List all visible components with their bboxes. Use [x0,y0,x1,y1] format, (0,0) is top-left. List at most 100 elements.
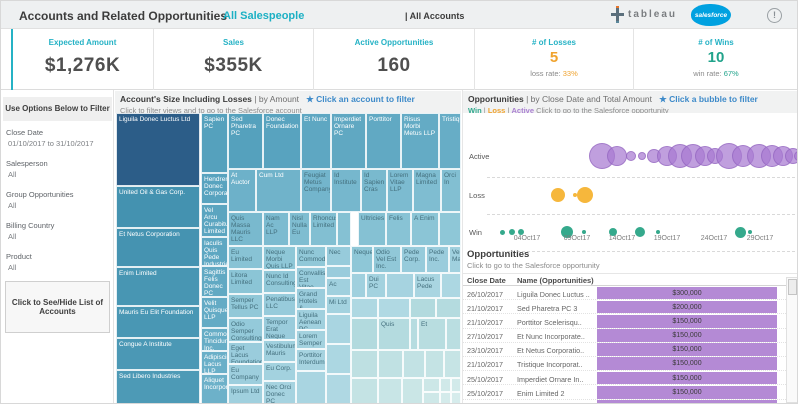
treemap-cell-tempor-erat-neque-llp[interactable]: Tempor Erat Neque LLP [263,316,296,340]
info-icon[interactable]: ! [767,8,782,23]
filter-close-date[interactable]: Close Date 01/10/2017 to 31/10/2017 [6,128,112,148]
treemap-cell-pede-corp-[interactable]: Pede Corp. [401,246,426,273]
active-bubble[interactable] [607,146,627,166]
treemap-cell[interactable] [423,378,440,392]
treemap-cell-vel-arcu-curabitur-limited[interactable]: Vel Arcu Curabitur Limited [201,204,228,237]
table-row[interactable]: 21/10/2017 Tristique Incorporat.. $150,000 [463,357,797,372]
treemap-cell-sed-pharetra-pc[interactable]: Sed Pharetra PC [228,113,263,169]
treemap-cell[interactable] [439,212,461,246]
table-row[interactable]: 21/10/2017 Porttitor Scelerisqu.. $150,000 [463,314,797,329]
filter-value[interactable]: All [8,170,17,179]
win-bubble[interactable] [734,226,746,238]
table-row[interactable]: 25/10/2017 Enim Limited 2 $150,000 [463,385,797,400]
table-row[interactable]: 25/10/2017 Imperdiet Ornare In.. $150,000 [463,371,797,386]
amount-bar[interactable]: $200,000 [597,300,777,314]
treemap-cell[interactable] [326,266,351,278]
treemap-cell[interactable] [386,273,414,298]
treemap-cell-lorem-semper[interactable]: Lorem Semper [296,330,326,349]
treemap-cell[interactable] [440,392,451,403]
treemap-cell-ipsum-ltd[interactable]: Ipsum Ltd [228,385,263,403]
treemap-cell-magna-limited[interactable]: Magna Limited [413,169,441,212]
treemap-cell-id-sapien-cras[interactable]: Id Sapien Cras [361,169,387,212]
filter-billing-country[interactable]: Billing Country All [6,221,112,241]
active-bubble[interactable] [638,152,646,160]
treemap-cell-liguila-donec-luctus-ltd[interactable]: Liguila Donec Luctus Ltd [116,113,200,186]
filter-value[interactable]: 01/10/2017 to 31/10/2017 [8,139,94,148]
active-bubble[interactable] [626,151,636,161]
treemap-cell-adipiscing-lacus-llp[interactable]: Adipiscing Lacus LLP [201,351,228,374]
treemap-cell[interactable] [326,374,351,403]
table-row[interactable]: 21/10/2017 Sed Pharetra PC 3 $200,000 [463,300,797,315]
filter-value[interactable]: All [8,232,17,241]
treemap-cell-imperdiet-ornare-pc[interactable]: Imperdiet Ornare PC [331,113,366,169]
treemap-cell-nec-orci-donec-pc[interactable]: Nec Orci Donec PC [263,381,296,403]
treemap-cell-sed-libero-industries[interactable]: Sed Libero Industries [116,370,200,403]
win-bubble[interactable] [518,229,524,235]
treemap-cell-convallis-est-vitae[interactable]: Convallis Est Vitae [296,267,326,288]
treemap-cell-tristique[interactable]: Tristique [439,113,461,169]
treemap-cell-mauris-eu-elit-foundation[interactable]: Mauris Eu Elit Foundation [116,306,200,338]
treemap-cell[interactable] [326,314,351,344]
treemap-cell[interactable] [410,298,436,318]
treemap-cell-donec-foundation[interactable]: Donec Foundation [263,113,301,169]
table-row[interactable]: 26/10/2017 Liguila Donec Luctus .. $300,00… [463,286,797,301]
treemap-cell-risus-morbi-metus-llp[interactable]: Risus Morbi Metus LLP [401,113,439,169]
salespeople-filter-label[interactable]: All Salespeople [223,10,305,22]
treemap-cell-porttitor-interdum[interactable]: Porttitor Interdum [296,349,326,371]
scrollbar-thumb[interactable] [787,279,797,295]
treemap-cell-sagittis-felis-donec-pc[interactable]: Sagittis Felis Donec PC [201,266,228,297]
treemap-cell-nec[interactable]: Nec [326,246,351,266]
treemap-cell-ultricies[interactable]: Ultricies [358,212,386,246]
treemap-cell[interactable] [351,298,378,318]
treemap-cell-sapien-pc[interactable]: Sapien PC [201,113,228,173]
treemap-cell-et-nunc[interactable]: Et Nunc [301,113,331,169]
win-bubble[interactable] [609,228,617,236]
treemap-cell[interactable] [351,350,378,378]
treemap-cell-litora-limited[interactable]: Litora Limited [228,269,263,294]
amount-bar[interactable]: $150,000 [597,329,777,342]
treemap-cell-lacus-pede[interactable]: Lacus Pede [414,273,441,298]
treemap-cell-dui-pc[interactable]: Dui PC [366,273,386,298]
treemap-cell[interactable] [446,318,461,350]
treemap-cell-velit-quisque-llp[interactable]: Velit Quisque LLP [201,297,228,328]
treemap-cell-orci-in[interactable]: Orci In [441,169,461,212]
amount-bar[interactable]: $150,000 [597,314,777,328]
treemap-cell[interactable] [326,344,351,374]
filter-value[interactable]: All [8,201,17,210]
treemap-cell-rhoncus-limited[interactable]: Rhoncus Limited [310,212,337,246]
table-row[interactable]: 27/10/2017 Et Nunc Incorporate.. $150,000 [463,329,797,343]
treemap-cell-liguila-aenean-pc[interactable]: Liguila Aenean PC [296,309,326,330]
treemap-cell[interactable] [351,378,378,403]
win-bubble[interactable] [499,229,505,235]
treemap-cell-nunc-id-consulting[interactable]: Nunc Id Consulting [263,270,296,293]
treemap-cell[interactable] [351,318,378,350]
treemap-cell-et[interactable]: Et [418,318,446,350]
treemap-cell[interactable] [378,298,410,318]
table-scrollbar[interactable] [786,277,797,403]
amount-bar[interactable]: $150,000 [597,371,777,385]
treemap-cell-semper-tellus-pc[interactable]: Semper Tellus PC [228,294,263,318]
amount-bar[interactable]: $150,000 [597,343,777,357]
treemap-cell-nisl-nulla-eu[interactable]: Nisl Nulla Eu [289,212,310,246]
treemap-cell[interactable] [444,350,461,378]
treemap-cell-odio-semper-consulting[interactable]: Odio Semper Consulting [228,318,263,342]
treemap-cell-porttitor[interactable]: Porttitor [366,113,401,169]
treemap-cell[interactable] [402,378,423,403]
treemap-cell-pede-inc-[interactable]: Pede Inc. [426,246,449,273]
amount-bar[interactable]: $150,000 [597,385,777,399]
treemap-cell-id-institute[interactable]: Id Institute [331,169,361,212]
active-bubble[interactable] [794,151,797,161]
treemap-cell-cum-ltd[interactable]: Cum Ltd [256,169,301,212]
treemap-cell-nunc-commodo[interactable]: Nunc Commodo [296,246,326,267]
treemap-cell-eget-lacus-foundation[interactable]: Eget Lacus Foundation [228,342,263,364]
treemap-cell-mi-ltd[interactable]: Mi Ltd [326,296,351,314]
toggle-account-list-button[interactable]: Click to See/Hide List of Accounts [5,281,110,333]
treemap-cell[interactable] [378,378,402,403]
treemap-cell[interactable] [441,273,461,298]
treemap-cell[interactable] [403,350,425,378]
filter-value[interactable]: All [8,263,17,272]
amount-bar[interactable]: $150,000 [597,357,777,371]
treemap-cell-aliquet-incorporated[interactable]: Aliquet Incorporated [201,374,228,403]
treemap-cell-et-netus-corporation[interactable]: Et Netus Corporation [116,228,200,267]
treemap-cell-neque[interactable]: Neque [351,246,373,273]
